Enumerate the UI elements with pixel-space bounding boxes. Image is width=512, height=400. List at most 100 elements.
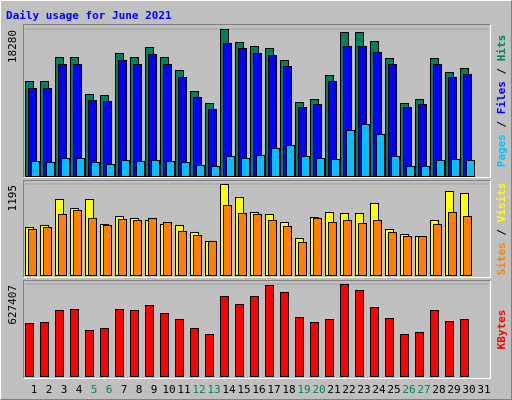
bar bbox=[235, 304, 244, 377]
x-tick-label: 1 bbox=[31, 383, 38, 396]
bar bbox=[445, 321, 454, 378]
x-tick-label: 28 bbox=[432, 383, 445, 396]
x-tick-label: 6 bbox=[106, 383, 113, 396]
bar bbox=[406, 165, 415, 177]
bar bbox=[313, 217, 322, 276]
x-tick-label: 15 bbox=[237, 383, 250, 396]
bar bbox=[118, 219, 127, 276]
panel-bevel bbox=[23, 280, 491, 379]
bar bbox=[331, 159, 340, 177]
x-tick-label: 3 bbox=[61, 383, 68, 396]
bar bbox=[163, 63, 172, 177]
legend-separator: / bbox=[495, 61, 508, 81]
bar bbox=[391, 156, 400, 177]
bar bbox=[358, 222, 367, 276]
bar bbox=[145, 305, 154, 378]
panel-bevel bbox=[23, 180, 491, 278]
bar bbox=[40, 322, 49, 378]
bar bbox=[430, 310, 439, 377]
bar bbox=[340, 284, 349, 377]
bar bbox=[85, 330, 94, 378]
x-tick-label: 31 bbox=[477, 383, 490, 396]
x-tick-label: 18 bbox=[282, 383, 295, 396]
x-tick-label: 7 bbox=[121, 383, 128, 396]
bar bbox=[418, 236, 427, 276]
x-tick-label: 29 bbox=[447, 383, 460, 396]
bar bbox=[370, 307, 379, 377]
bar bbox=[175, 319, 184, 377]
bar bbox=[178, 230, 187, 277]
bar bbox=[166, 161, 175, 177]
x-tick-label: 9 bbox=[151, 383, 158, 396]
x-tick-label: 20 bbox=[312, 383, 325, 396]
panel-bevel bbox=[23, 180, 491, 278]
x-tick-label: 27 bbox=[417, 383, 430, 396]
bar bbox=[100, 328, 109, 377]
panel-bevel bbox=[23, 24, 491, 178]
x-tick-label: 19 bbox=[297, 383, 310, 396]
legend-entry: Hits bbox=[495, 35, 508, 62]
legend-entry: Files bbox=[495, 81, 508, 114]
chart-title: Daily usage for June 2021 bbox=[6, 9, 172, 22]
bar bbox=[460, 319, 469, 377]
bar bbox=[463, 215, 472, 276]
bar bbox=[178, 77, 187, 177]
bar bbox=[91, 161, 100, 178]
bar bbox=[268, 220, 277, 276]
bar bbox=[355, 290, 364, 377]
bar bbox=[418, 104, 427, 177]
bar bbox=[283, 226, 292, 276]
bar bbox=[148, 217, 157, 276]
bar bbox=[88, 217, 97, 276]
bar bbox=[238, 48, 247, 177]
x-tick-label: 10 bbox=[162, 383, 175, 396]
bar bbox=[310, 322, 319, 378]
bar bbox=[346, 130, 355, 177]
bar bbox=[400, 334, 409, 377]
legend: Pages / Files / Hits bbox=[495, 35, 508, 168]
bar bbox=[133, 220, 142, 276]
legend-entry: Pages bbox=[495, 134, 508, 167]
bar bbox=[298, 242, 307, 276]
x-tick-label: 4 bbox=[76, 383, 83, 396]
legend-entry: KBytes bbox=[495, 310, 508, 350]
bar bbox=[196, 164, 205, 178]
bar bbox=[448, 212, 457, 277]
bar bbox=[223, 205, 232, 277]
bar bbox=[343, 220, 352, 276]
x-tick-label: 22 bbox=[342, 383, 355, 396]
x-tick-label: 5 bbox=[91, 383, 98, 396]
bar bbox=[151, 159, 160, 178]
bar bbox=[301, 156, 310, 177]
bar bbox=[220, 296, 229, 378]
legend-entry: Sites bbox=[495, 242, 508, 275]
bar bbox=[226, 156, 235, 177]
bar bbox=[286, 144, 295, 177]
bar bbox=[280, 292, 289, 378]
bar bbox=[46, 161, 55, 178]
bar bbox=[385, 318, 394, 378]
bar bbox=[376, 133, 385, 178]
bar bbox=[316, 158, 325, 178]
bar bbox=[436, 159, 445, 178]
legend-separator: / bbox=[495, 222, 508, 242]
y-tick-label: 627407 bbox=[6, 285, 19, 325]
bar bbox=[136, 161, 145, 177]
bar bbox=[160, 313, 169, 377]
bar bbox=[121, 159, 130, 178]
bar bbox=[250, 296, 259, 378]
legend: Sites / Visits bbox=[495, 183, 508, 276]
x-tick-label: 23 bbox=[357, 383, 370, 396]
x-tick-label: 14 bbox=[222, 383, 236, 396]
bar bbox=[133, 63, 142, 177]
bar bbox=[205, 334, 214, 377]
bar bbox=[193, 235, 202, 276]
bar bbox=[61, 158, 70, 178]
bar bbox=[265, 285, 274, 377]
bar bbox=[451, 159, 460, 177]
bar bbox=[31, 161, 40, 177]
bar bbox=[190, 328, 199, 377]
bar bbox=[148, 54, 157, 177]
